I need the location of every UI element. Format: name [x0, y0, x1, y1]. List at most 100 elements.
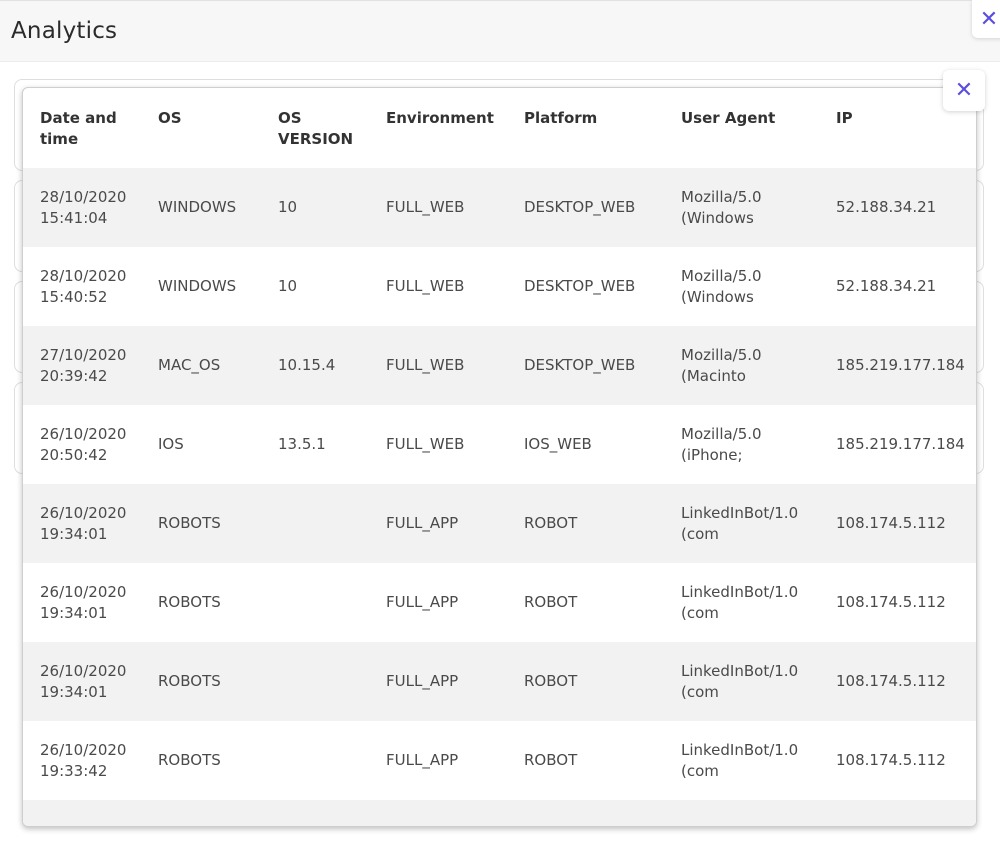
- analytics-modal: Date and time OS OS VERSION Environment …: [22, 87, 977, 827]
- cell-date: 26/10/2020: [40, 503, 127, 522]
- cell-os: [141, 800, 261, 826]
- table-row: 26/10/2020 19:34:01 ROBOTS FULL_APP ROBOT Lin…: [23, 484, 976, 563]
- cell-date: 26/10/2020: [40, 740, 127, 759]
- cell-os-version: 10.15.4: [261, 326, 369, 405]
- user-agent-line-1: Mozilla/5.0: [681, 266, 762, 285]
- cell-environment: FULL_APP: [369, 563, 507, 642]
- analytics-table: Date and time OS OS VERSION Environment …: [23, 88, 976, 826]
- table-row: 26/10/2020 19:34:01 ROBOTS FULL_APP ROBOT Lin…: [23, 563, 976, 642]
- cell-environment: FULL_WEB: [369, 405, 507, 484]
- cell-platform: DESKTOP_WEB: [507, 247, 664, 326]
- column-header-os-version: OS VERSION: [278, 109, 354, 148]
- cell-ip: 108.174.5.112: [819, 721, 976, 800]
- column-header-ip: IP: [836, 109, 853, 127]
- cell-platform: ROBOT: [507, 484, 664, 563]
- table-row: 26/10/2020 19:33:42 ROBOTS FULL_APP ROBOT Lin…: [23, 721, 976, 800]
- cell-user-agent: Mozilla/5.0 (Macinto: [664, 326, 819, 405]
- cell-user-agent: LinkedInBot/1.0 (com: [664, 563, 819, 642]
- cell-os: IOS: [141, 405, 261, 484]
- cell-time: 19:33:42: [40, 761, 108, 780]
- cell-platform: DESKTOP_WEB: [507, 168, 664, 247]
- cell-date-time: 28/10/2020 15:41:04: [23, 168, 141, 247]
- analytics-header: Analytics: [0, 0, 1000, 62]
- cell-environment: FULL_APP: [369, 484, 507, 563]
- table-row: 27/10/2020 20:39:42 MAC_OS 10.15.4 FULL_WEB D…: [23, 326, 976, 405]
- column-header-environment: Environment: [386, 109, 494, 127]
- close-icon[interactable]: ✕: [943, 70, 985, 111]
- user-agent-line-1: LinkedInBot/1.0: [681, 503, 799, 522]
- cell-ip: 108.174.5.112: [819, 563, 976, 642]
- cell-time: 15:41:04: [40, 208, 108, 227]
- cell-time: 20:50:42: [40, 445, 108, 464]
- cell-os: MAC_OS: [141, 326, 261, 405]
- cell-environment: [369, 800, 507, 826]
- user-agent-line-2: (com: [681, 682, 719, 701]
- cell-date: 26/10/2020: [40, 661, 127, 680]
- cell-ip: 185.219.177.184: [819, 326, 976, 405]
- user-agent-line-1: Mozilla/5.0: [681, 424, 762, 443]
- cell-ip: 185.219.177.184: [819, 405, 976, 484]
- cell-user-agent: LinkedInBot/1.0 (com: [664, 642, 819, 721]
- cell-os-version: [261, 642, 369, 721]
- cell-platform: ROBOT: [507, 721, 664, 800]
- cell-user-agent: Mozilla/5.0 (iPhone;: [664, 405, 819, 484]
- cell-environment: FULL_APP: [369, 642, 507, 721]
- cell-date-time: 28/10/2020 15:40:52: [23, 247, 141, 326]
- cell-os-version: 10: [261, 168, 369, 247]
- cell-os-version: 13.5.1: [261, 405, 369, 484]
- user-agent-line-2: (iPhone;: [681, 445, 743, 464]
- cell-platform: [507, 800, 664, 826]
- table-row: 26/10/2020 Mozilla/5.0: [23, 800, 976, 826]
- cell-environment: FULL_WEB: [369, 247, 507, 326]
- column-header-user-agent: User Agent: [681, 109, 776, 127]
- cell-user-agent: LinkedInBot/1.0 (com: [664, 721, 819, 800]
- page-title: Analytics: [11, 18, 118, 44]
- close-icon[interactable]: ✕: [972, 0, 1000, 38]
- cell-user-agent: Mozilla/5.0 (Windows: [664, 168, 819, 247]
- cell-ip: 108.174.5.112: [819, 642, 976, 721]
- cell-platform: IOS_WEB: [507, 405, 664, 484]
- cell-date: 26/10/2020: [40, 424, 127, 443]
- cell-time: 15:40:52: [40, 287, 108, 306]
- cell-ip: 52.188.34.21: [819, 168, 976, 247]
- cell-os-version: [261, 563, 369, 642]
- user-agent-line-2: (Macinto: [681, 366, 746, 385]
- user-agent-line-2: (com: [681, 524, 719, 543]
- cell-os-version: 10: [261, 247, 369, 326]
- cell-platform: DESKTOP_WEB: [507, 326, 664, 405]
- cell-os: WINDOWS: [141, 168, 261, 247]
- user-agent-line-2: (com: [681, 761, 719, 780]
- cell-ip: 108.174.5.112: [819, 484, 976, 563]
- cell-time: 19:34:01: [40, 524, 108, 543]
- cell-user-agent: LinkedInBot/1.0 (com: [664, 484, 819, 563]
- table-header-row: Date and time OS OS VERSION Environment …: [23, 88, 976, 168]
- cell-date-time: 26/10/2020 19:34:01: [23, 484, 141, 563]
- column-header-date: Date and time: [40, 109, 117, 148]
- user-agent-line-1: LinkedInBot/1.0: [681, 740, 799, 759]
- user-agent-line-1: Mozilla/5.0: [681, 187, 762, 206]
- cell-date-time: 26/10/2020: [23, 800, 141, 826]
- cell-date-time: 26/10/2020 19:34:01: [23, 642, 141, 721]
- cell-date: 27/10/2020: [40, 345, 127, 364]
- cell-os: WINDOWS: [141, 247, 261, 326]
- cell-date-time: 26/10/2020 19:34:01: [23, 563, 141, 642]
- user-agent-line-1: Mozilla/5.0: [681, 345, 762, 364]
- cell-time: 20:39:42: [40, 366, 108, 385]
- cell-os: ROBOTS: [141, 484, 261, 563]
- table-row: 28/10/2020 15:41:04 WINDOWS 10 FULL_WEB DESKT…: [23, 168, 976, 247]
- cell-os: ROBOTS: [141, 721, 261, 800]
- user-agent-line-1: LinkedInBot/1.0: [681, 661, 799, 680]
- table-row: 28/10/2020 15:40:52 WINDOWS 10 FULL_WEB DESKT…: [23, 247, 976, 326]
- user-agent-line-2: (Windows: [681, 208, 754, 227]
- cell-environment: FULL_APP: [369, 721, 507, 800]
- cell-environment: FULL_WEB: [369, 168, 507, 247]
- column-header-os: OS: [158, 109, 182, 127]
- cell-os: ROBOTS: [141, 642, 261, 721]
- cell-ip: 52.188.34.21: [819, 247, 976, 326]
- cell-ip: [819, 800, 976, 826]
- user-agent-line-2: (Windows: [681, 287, 754, 306]
- cell-os-version: [261, 721, 369, 800]
- cell-time: 19:34:01: [40, 682, 108, 701]
- cell-platform: ROBOT: [507, 642, 664, 721]
